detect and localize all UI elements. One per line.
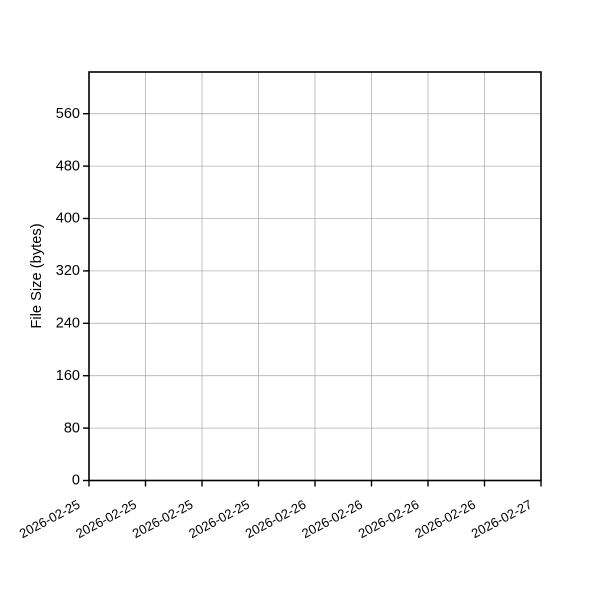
svg-text:2026-02-26: 2026-02-26 bbox=[412, 497, 478, 541]
svg-text:320: 320 bbox=[56, 263, 80, 279]
svg-text:2026-02-25: 2026-02-25 bbox=[73, 497, 139, 541]
svg-text:160: 160 bbox=[56, 368, 80, 384]
svg-text:240: 240 bbox=[56, 316, 80, 332]
svg-text:80: 80 bbox=[64, 420, 80, 436]
svg-text:2026-02-27: 2026-02-27 bbox=[469, 497, 535, 541]
svg-text:480: 480 bbox=[56, 158, 80, 174]
svg-text:2026-02-25: 2026-02-25 bbox=[186, 497, 252, 541]
svg-text:2026-02-26: 2026-02-26 bbox=[243, 497, 309, 541]
svg-text:560: 560 bbox=[56, 106, 80, 122]
svg-text:2026-02-25: 2026-02-25 bbox=[130, 497, 196, 541]
svg-text:400: 400 bbox=[56, 211, 80, 227]
svg-text:2026-02-26: 2026-02-26 bbox=[356, 497, 422, 541]
svg-text:0: 0 bbox=[72, 473, 80, 489]
svg-text:2026-02-25: 2026-02-25 bbox=[17, 497, 83, 541]
svg-text:2026-02-26: 2026-02-26 bbox=[299, 497, 365, 541]
svg-text:File Size (bytes): File Size (bytes) bbox=[29, 223, 45, 328]
